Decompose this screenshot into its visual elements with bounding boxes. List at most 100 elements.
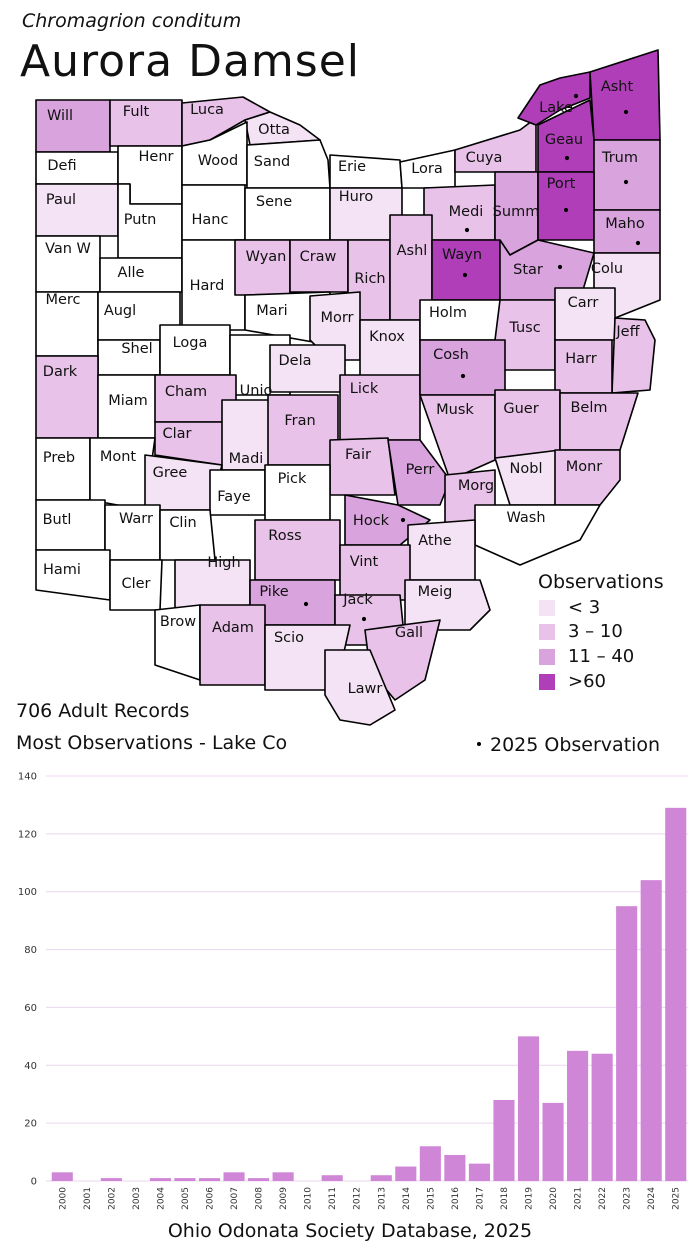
county-label: Rich (354, 271, 385, 287)
x-tick-label: 2019 (525, 1187, 535, 1210)
county-label: Wash (506, 510, 545, 526)
county-label: Sand (254, 154, 290, 170)
observation-2025-dot (462, 272, 468, 278)
bar-2013 (370, 1175, 392, 1181)
county-label: Meig (418, 584, 453, 600)
county-label: Knox (369, 329, 405, 345)
county-label: Scio (274, 630, 304, 646)
county-label: Butl (43, 512, 72, 528)
county-label: Adam (212, 620, 254, 636)
county-label: Unio (240, 383, 273, 399)
county-label: Loga (173, 335, 208, 351)
county-lawr (324, 649, 396, 726)
x-tick-label: 2009 (279, 1187, 289, 1210)
bar-2020 (542, 1102, 564, 1181)
county-label: Lick (350, 381, 379, 397)
x-tick-label: 2010 (304, 1187, 314, 1210)
legend-swatch (539, 600, 555, 616)
county-label: Augl (104, 303, 136, 319)
y-tick-label: 120 (18, 829, 37, 840)
county-label: Port (547, 176, 576, 192)
county-label: Gree (153, 465, 188, 481)
bar-2002 (100, 1178, 122, 1181)
county-label: Alle (118, 265, 145, 281)
county-meig (404, 579, 491, 631)
county-label: Madi (229, 451, 264, 467)
county-label: Van W (45, 241, 91, 257)
x-tick-label: 2013 (377, 1187, 387, 1210)
x-tick-label: 2011 (328, 1187, 338, 1210)
county-label: Gall (395, 625, 423, 641)
x-tick-label: 2020 (549, 1187, 559, 1210)
county-label: Brow (160, 614, 196, 630)
county-label: Mont (100, 449, 137, 465)
x-tick-label: 2001 (83, 1187, 93, 1210)
bar-2024 (640, 880, 662, 1181)
y-tick-label: 0 (31, 1177, 37, 1188)
county-label: Luca (190, 102, 224, 118)
bar-2025 (665, 807, 687, 1181)
bar-2006 (198, 1178, 221, 1181)
county-label: Medi (449, 204, 484, 220)
x-tick-label: 2008 (255, 1187, 265, 1210)
x-tick-label: 2014 (402, 1187, 412, 1210)
bar-2017 (468, 1163, 490, 1181)
x-tick-label: 2025 (672, 1187, 682, 1210)
bar-2023 (616, 906, 638, 1181)
county-label: Star (513, 262, 543, 278)
county-label: Monr (566, 459, 603, 475)
county-label: Geau (545, 132, 583, 148)
x-tick-label: 2002 (107, 1187, 117, 1210)
county-label: Mari (256, 303, 287, 319)
observation-dot-icon (477, 741, 481, 746)
county-label: Shel (121, 341, 152, 357)
county-label: Clin (169, 515, 196, 531)
county-label: Cler (121, 576, 150, 592)
x-tick-label: 2017 (475, 1187, 485, 1210)
county-label: Miam (108, 393, 148, 409)
county-label: Dela (278, 353, 311, 369)
legend-label: >60 (568, 671, 606, 692)
bar-2008 (248, 1178, 270, 1181)
bar-2022 (591, 1053, 613, 1181)
county-label: Sene (256, 194, 292, 210)
bar-2016 (444, 1154, 466, 1181)
observation-2025-dot (573, 93, 579, 99)
footer-source: Ohio Odonata Society Database, 2025 (167, 1220, 533, 1242)
county-label: Hanc (192, 212, 229, 228)
county-label: Cham (165, 384, 207, 400)
x-tick-label: 2016 (451, 1187, 461, 1210)
x-tick-label: 2018 (500, 1187, 510, 1210)
bar-2007 (223, 1172, 245, 1181)
county-label: Maho (605, 216, 645, 232)
page-title: Aurora Damsel (20, 36, 360, 87)
legend-title: Observations (538, 571, 664, 593)
observation-2025-dot (635, 240, 641, 246)
county-label: Musk (436, 402, 474, 418)
county-label: Morr (320, 310, 353, 326)
x-tick-label: 2024 (647, 1187, 657, 1210)
county-label: Hard (190, 278, 225, 294)
county-label: Paul (46, 192, 76, 208)
legend-swatch (539, 674, 555, 690)
county-label: Tusc (508, 320, 540, 336)
county-label: Dark (43, 364, 78, 380)
bar-2019 (517, 1036, 540, 1181)
legend-swatch (539, 624, 555, 640)
county-label: Ashl (397, 243, 428, 259)
y-tick-label: 40 (24, 1061, 37, 1072)
bar-2005 (174, 1178, 196, 1181)
ohio-county-map: Will Fult Luca Otta Defi Henr Wood Sand Erie Lora… (35, 49, 661, 726)
county-label: Lora (411, 161, 443, 177)
county-label: Wayn (442, 247, 482, 263)
county-label: Fran (284, 413, 315, 429)
county-label: Clar (163, 426, 192, 442)
observation-2025-dot (623, 179, 629, 185)
county-monr (554, 449, 621, 506)
observation-2025-dot (564, 155, 570, 161)
county-label: Jeff (615, 324, 640, 340)
county-label: Summ (493, 204, 540, 220)
county-label: Asht (601, 79, 634, 95)
legend-2025-observation: 2025 Observation (477, 734, 660, 756)
